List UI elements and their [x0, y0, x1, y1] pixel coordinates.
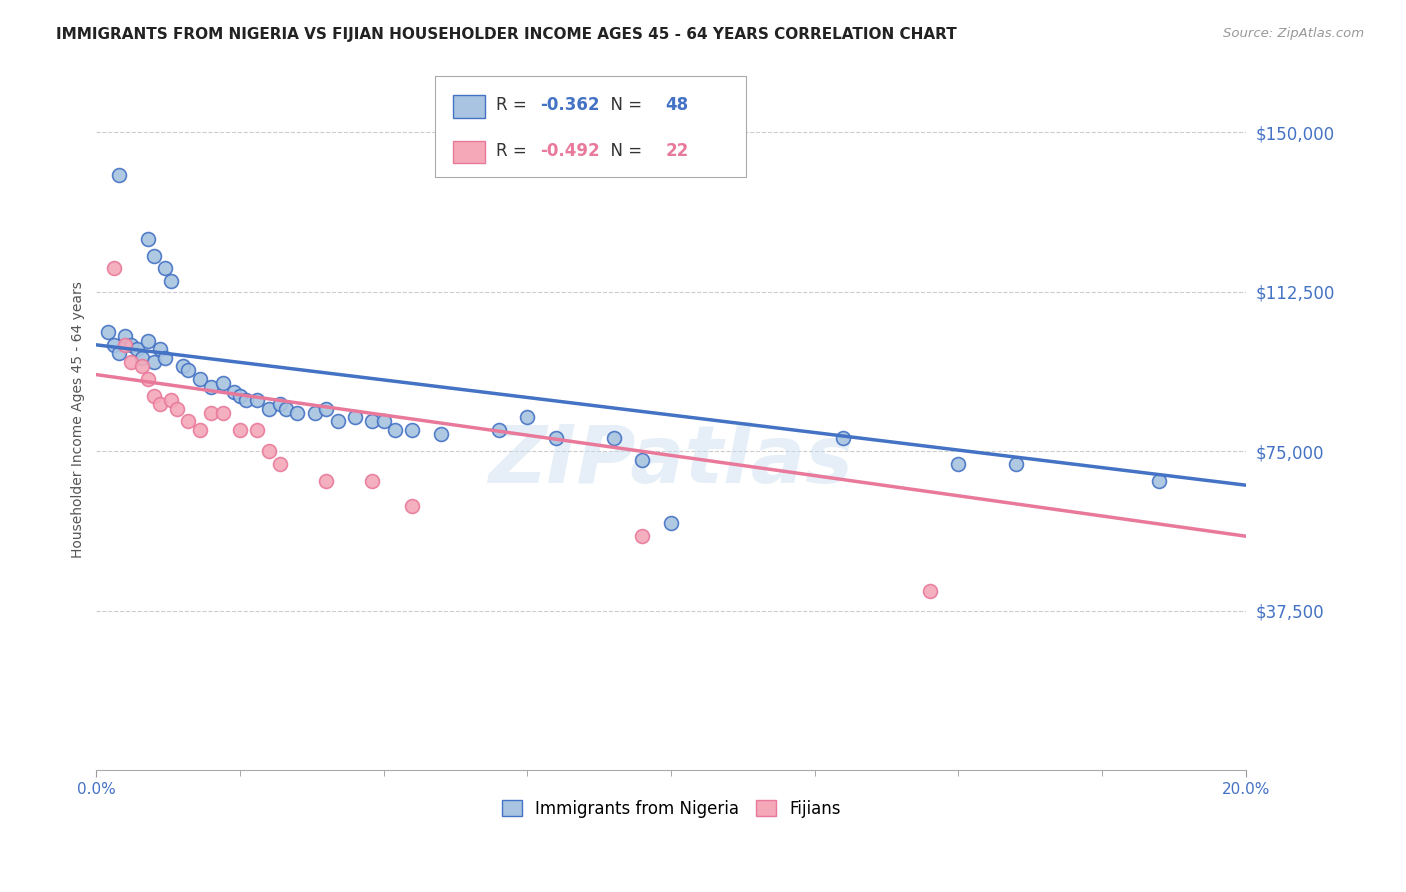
Point [631, 452, 654, 467]
Text: IMMIGRANTS FROM NIGERIA VS FIJIAN HOUSEHOLDER INCOME AGES 45 - 64 YEARS CORRELAT: IMMIGRANTS FROM NIGERIA VS FIJIAN HOUSEH… [56, 27, 957, 42]
Point [142, 389, 165, 403]
Point [546, 431, 568, 445]
Text: R =: R = [496, 142, 533, 160]
Point [114, 329, 136, 343]
Point [948, 457, 970, 471]
Point [246, 393, 269, 408]
Point [224, 384, 246, 399]
Text: Source: ZipAtlas.com: Source: ZipAtlas.com [1223, 27, 1364, 40]
Point [1149, 474, 1171, 488]
Point [659, 516, 682, 531]
Point [166, 401, 188, 416]
Text: -0.362: -0.362 [540, 96, 599, 114]
Point [97, 325, 120, 339]
Y-axis label: Householder Income Ages 45 - 64 years: Householder Income Ages 45 - 64 years [72, 281, 86, 558]
Point [211, 376, 233, 391]
Point [172, 359, 194, 373]
Point [160, 274, 183, 288]
Point [315, 401, 337, 416]
Point [136, 231, 159, 245]
Point [108, 346, 131, 360]
Point [229, 423, 252, 437]
Point [188, 372, 211, 386]
Point [326, 414, 349, 428]
Text: N =: N = [600, 96, 647, 114]
Point [631, 529, 654, 543]
Point [269, 457, 291, 471]
Text: 22: 22 [665, 142, 689, 160]
Point [516, 410, 538, 425]
Point [257, 401, 280, 416]
Point [155, 351, 177, 365]
Point [246, 423, 269, 437]
Point [120, 338, 142, 352]
Legend: Immigrants from Nigeria, Fijians: Immigrants from Nigeria, Fijians [495, 794, 846, 825]
Point [155, 261, 177, 276]
Point [257, 444, 280, 458]
Point [1004, 457, 1026, 471]
Point [315, 474, 337, 488]
Point [177, 363, 200, 377]
Text: 48: 48 [665, 96, 689, 114]
Point [832, 431, 855, 445]
Point [125, 342, 148, 356]
Point [148, 342, 170, 356]
Point [401, 423, 423, 437]
Point [200, 406, 222, 420]
Point [488, 423, 510, 437]
Point [108, 168, 131, 182]
Point [287, 406, 309, 420]
Point [343, 410, 366, 425]
Point [274, 401, 297, 416]
Point [361, 474, 384, 488]
Text: R =: R = [496, 96, 533, 114]
FancyBboxPatch shape [453, 95, 485, 118]
Point [361, 414, 384, 428]
FancyBboxPatch shape [436, 76, 745, 178]
Point [114, 338, 136, 352]
Point [136, 334, 159, 348]
Point [401, 500, 423, 514]
Point [160, 393, 183, 408]
Point [188, 423, 211, 437]
Point [131, 351, 153, 365]
Point [177, 414, 200, 428]
Point [103, 338, 125, 352]
Text: -0.492: -0.492 [540, 142, 599, 160]
Point [136, 372, 159, 386]
Point [120, 355, 142, 369]
Text: ZIPatlas: ZIPatlas [488, 422, 853, 500]
Point [304, 406, 326, 420]
Point [602, 431, 624, 445]
Point [384, 423, 406, 437]
Point [148, 397, 170, 411]
Point [229, 389, 252, 403]
Point [142, 249, 165, 263]
Point [142, 355, 165, 369]
Point [103, 261, 125, 276]
Point [211, 406, 233, 420]
Point [200, 380, 222, 394]
Point [918, 584, 941, 599]
Point [373, 414, 395, 428]
Point [269, 397, 291, 411]
FancyBboxPatch shape [453, 141, 485, 163]
Point [131, 359, 153, 373]
Text: N =: N = [600, 142, 647, 160]
Point [430, 427, 453, 442]
Point [235, 393, 257, 408]
